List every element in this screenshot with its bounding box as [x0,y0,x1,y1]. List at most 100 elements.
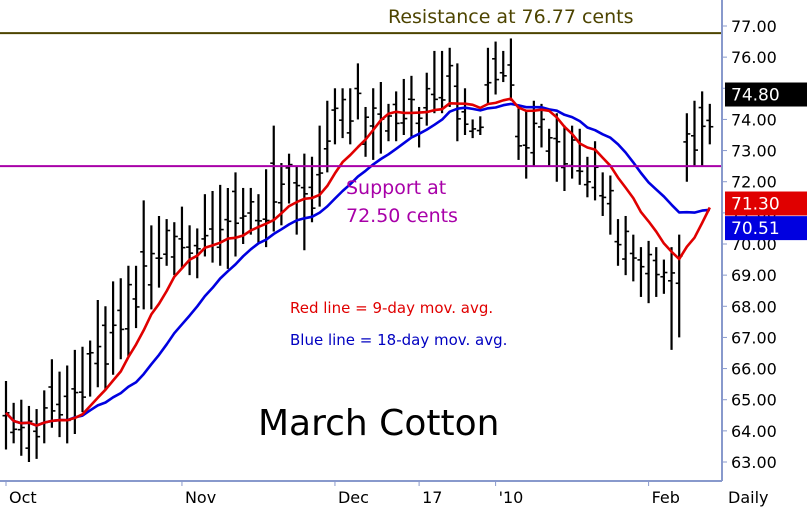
price-bar [446,47,454,107]
y-tick-label: 68.00 [731,297,777,316]
price-bar [606,175,614,235]
price-bar [323,100,331,173]
price-bar [262,169,270,248]
price-bar [40,390,48,444]
price-bar [193,228,201,279]
x-tick-label: Feb [652,488,680,507]
price-bar [362,106,370,157]
price-bar [385,103,392,142]
x-tick-label: Oct [9,488,37,507]
price-tag: 70.51 [725,216,807,241]
price-bar [33,409,41,459]
x-tick-label: Nov [185,488,216,507]
svg-text:71.30: 71.30 [731,195,780,215]
price-bar [186,225,194,276]
price-bar [469,119,477,139]
legend-red-line: Red line = 9-day mov. avg. [290,299,494,317]
svg-text:74.80: 74.80 [731,86,780,106]
y-tick-label: 73.00 [731,142,777,161]
price-bar [438,50,446,114]
price-bar [285,153,293,204]
svg-text:70.51: 70.51 [731,219,780,239]
price-bar [629,234,637,282]
chart-title: March Cotton [258,403,500,444]
price-tag: 74.80 [725,82,807,107]
price-bar [170,222,178,276]
price-bar [392,91,400,142]
price-bar [706,103,714,145]
price-bar [94,300,102,388]
price-bar [599,172,607,216]
price-bar [354,63,362,120]
price-bar [614,219,622,266]
price-bar [484,47,492,104]
y-tick-label: 69.00 [731,266,777,285]
ma9-line [5,97,711,427]
price-bar [117,278,125,360]
price-bar [691,100,698,167]
price-bar [545,128,553,167]
price-bar [346,88,354,145]
period-label: Daily [728,488,768,507]
price-bar [652,247,660,297]
support-label-line2: 72.50 cents [346,205,458,227]
price-bar [476,116,484,135]
price-bar [79,346,86,413]
y-tick-label: 63.00 [731,453,777,472]
price-bar [683,113,691,182]
price-bar [369,88,377,160]
price-bar [407,75,415,139]
price-bar [300,153,308,251]
price-bar [224,187,232,269]
price-bar [56,371,64,438]
price-bar [201,194,209,257]
price-bar [209,191,217,263]
price-bar [101,306,109,391]
price-bar [140,200,148,310]
price-tag: 71.30 [725,191,807,216]
price-bar [576,128,584,185]
price-bar [270,125,278,232]
price-bar [331,88,339,145]
price-bar [71,349,79,434]
price-bar [499,50,507,83]
x-tick-label: '10 [499,488,524,507]
price-bar [660,259,668,294]
price-bar [155,215,163,288]
price-bar [423,72,431,126]
support-resistance-lines [0,32,722,168]
price-bar [553,113,561,182]
legend-blue-line: Blue line = 18-day mov. avg. [290,331,508,349]
price-bar [25,405,33,462]
y-tick-label: 76.00 [731,48,777,67]
price-bar [622,215,630,276]
price-bar [698,91,706,167]
price-bar [247,187,255,235]
y-tick-label: 77.00 [731,17,777,36]
price-bar [163,219,171,266]
price-bar [308,156,316,223]
y-tick-label: 74.00 [731,110,777,129]
support-label-line1: Support at [346,177,447,199]
resistance-label: Resistance at 76.77 cents [388,6,634,28]
price-bar [17,399,25,456]
y-tick-label: 64.00 [731,422,777,441]
price-bar [583,156,591,198]
price-bar [132,265,140,329]
ma18-line [5,102,710,427]
moving-average-lines [5,97,711,427]
x-tick-label: 17 [422,488,442,507]
price-bar [400,78,408,135]
price-bar [339,88,347,139]
price-bar [147,225,155,310]
price-bar [538,103,545,148]
price-bar [645,240,653,304]
price-bar [178,206,186,269]
y-tick-label: 72.00 [731,173,777,192]
price-bar [675,234,683,338]
x-tick-label: Dec [338,488,369,507]
price-bar [124,265,132,357]
price-bar [63,365,71,444]
